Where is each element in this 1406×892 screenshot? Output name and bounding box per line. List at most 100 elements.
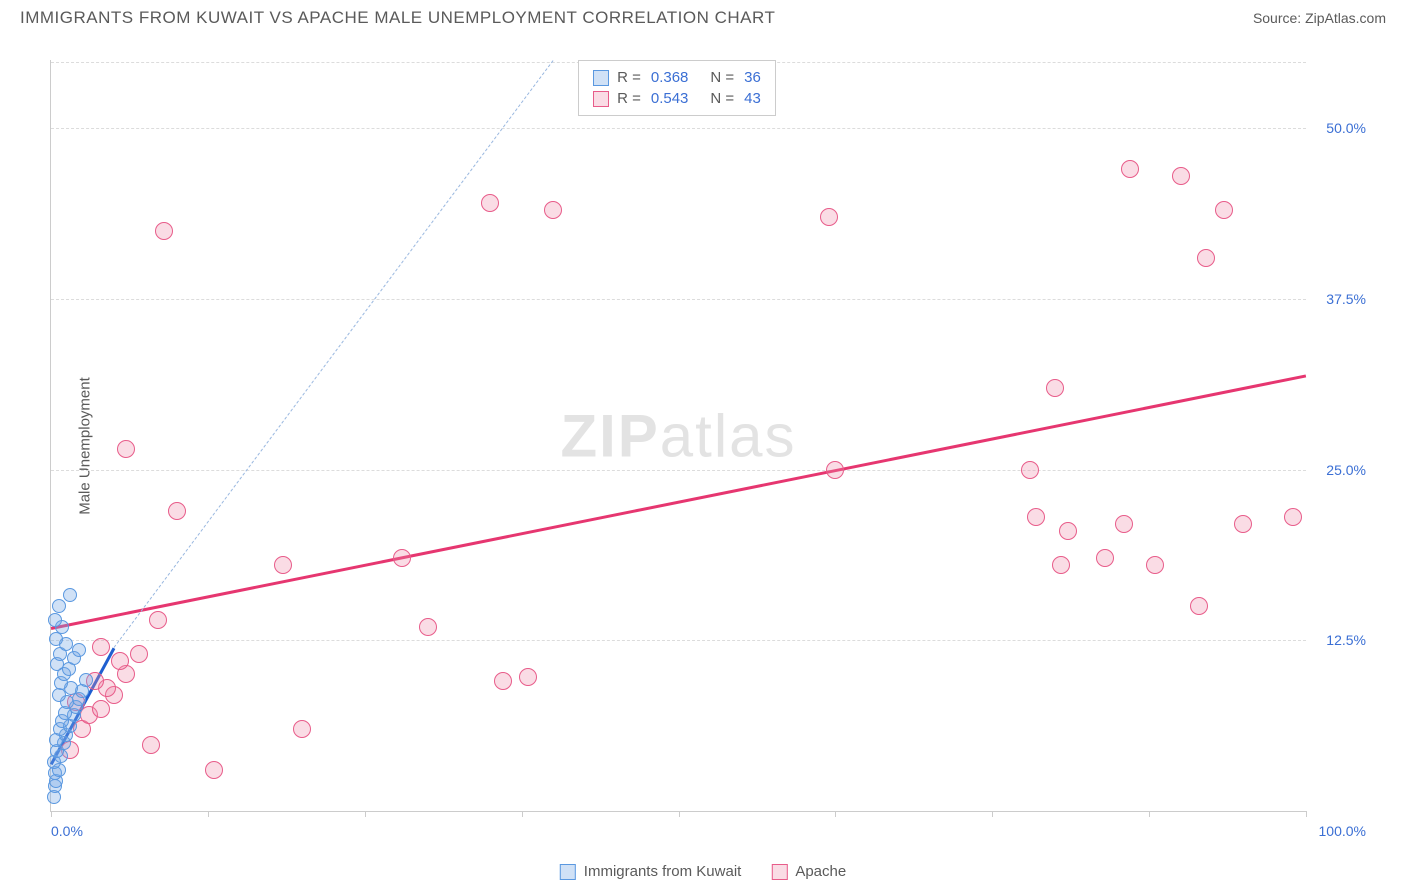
data-point [1234,515,1252,533]
x-tick [679,811,680,817]
data-point [60,695,74,709]
data-point [519,668,537,686]
n-label: N = [710,90,734,107]
legend-label-kuwait: Immigrants from Kuwait [584,863,742,880]
data-point [820,208,838,226]
data-point [1096,549,1114,567]
swatch-apache-icon [771,864,787,880]
data-point [1197,249,1215,267]
legend-item-kuwait: Immigrants from Kuwait [560,863,742,880]
plot-region: ZIPatlas R = 0.368 N = 36 R = 0.543 N = … [50,60,1306,812]
data-point [1059,522,1077,540]
data-point [1115,515,1133,533]
x-tick-max: 100.0% [1319,823,1366,839]
swatch-kuwait-icon [560,864,576,880]
data-point [1190,597,1208,615]
data-point [111,652,129,670]
r-value-apache: 0.543 [651,90,689,107]
y-tick-label: 50.0% [1326,120,1366,136]
data-point [155,222,173,240]
r-value-kuwait: 0.368 [651,69,689,86]
trendline [51,374,1306,629]
data-point [92,700,110,718]
data-point [544,201,562,219]
data-point [98,679,116,697]
data-point [80,706,98,724]
correlation-legend: R = 0.368 N = 36 R = 0.543 N = 43 [578,60,776,116]
r-label: R = [617,69,641,86]
source-label: Source: ZipAtlas.com [1253,10,1386,26]
watermark-light: atlas [660,402,797,469]
x-tick [522,811,523,817]
data-point [57,667,71,681]
x-tick [992,811,993,817]
data-point [63,588,77,602]
data-point [117,440,135,458]
n-value-kuwait: 36 [744,69,761,86]
r-label: R = [617,90,641,107]
data-point [149,611,167,629]
data-point [168,502,186,520]
data-point [49,632,63,646]
data-point [54,676,68,690]
data-point [49,774,63,788]
chart-title: IMMIGRANTS FROM KUWAIT VS APACHE MALE UN… [20,8,775,28]
data-point [1215,201,1233,219]
legend-item-apache: Apache [771,863,846,880]
data-point [53,647,67,661]
legend-label-apache: Apache [795,863,846,880]
gridline [51,470,1306,471]
x-tick [365,811,366,817]
data-point [1121,160,1139,178]
y-tick-label: 25.0% [1326,462,1366,478]
data-point [58,706,72,720]
data-point [142,736,160,754]
data-point [130,645,148,663]
chart-area: Male Unemployment ZIPatlas R = 0.368 N =… [50,50,1376,842]
data-point [64,681,78,695]
data-point [72,643,86,657]
data-point [73,720,91,738]
data-point [1046,379,1064,397]
series-legend: Immigrants from Kuwait Apache [560,863,846,880]
data-point [117,665,135,683]
swatch-kuwait [593,70,609,86]
data-point [67,651,81,665]
gridline [51,299,1306,300]
data-point [62,662,76,676]
data-point [1052,556,1070,574]
data-point [293,720,311,738]
y-tick-label: 37.5% [1326,291,1366,307]
gridline [51,128,1306,129]
data-point [481,194,499,212]
x-tick [208,811,209,817]
watermark-bold: ZIP [560,402,659,469]
data-point [52,688,66,702]
trend-extension [113,60,553,648]
data-point [48,779,62,793]
swatch-apache [593,91,609,107]
data-point [55,714,69,728]
data-point [50,657,64,671]
header: IMMIGRANTS FROM KUWAIT VS APACHE MALE UN… [0,0,1406,32]
data-point [274,556,292,574]
x-tick [1149,811,1150,817]
data-point [48,766,62,780]
data-point [205,761,223,779]
legend-row-apache: R = 0.543 N = 43 [593,88,761,109]
watermark: ZIPatlas [560,401,796,470]
data-point [52,599,66,613]
legend-row-kuwait: R = 0.368 N = 36 [593,67,761,88]
data-point [105,686,123,704]
chart-container: IMMIGRANTS FROM KUWAIT VS APACHE MALE UN… [0,0,1406,892]
data-point [1172,167,1190,185]
data-point [1146,556,1164,574]
x-tick [51,811,52,817]
n-label: N = [710,69,734,86]
y-tick-label: 12.5% [1326,632,1366,648]
x-tick [1306,811,1307,817]
trendline [50,648,115,765]
data-point [52,763,66,777]
data-point [419,618,437,636]
data-point [1027,508,1045,526]
